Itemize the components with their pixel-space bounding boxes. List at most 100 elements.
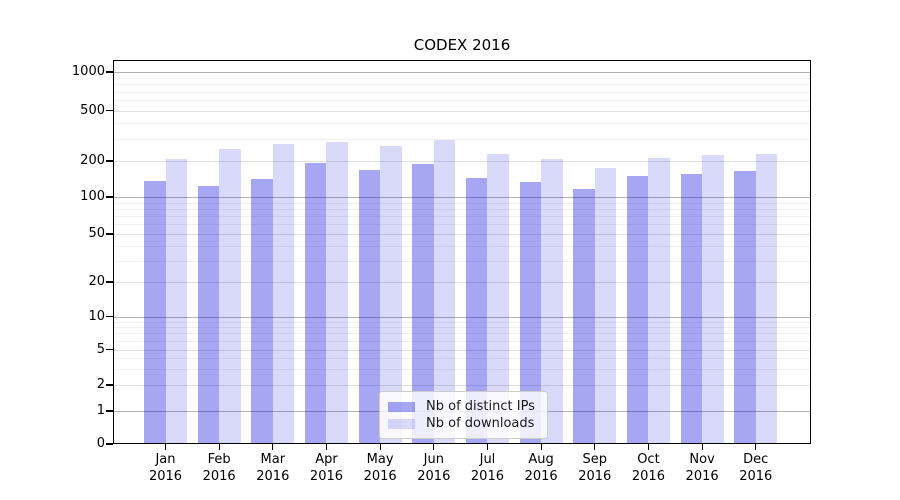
gridline-major bbox=[114, 197, 810, 198]
gridline-minor bbox=[114, 122, 810, 124]
x-axis-tick-label: Oct 2016 bbox=[631, 452, 665, 484]
bar-downloads bbox=[326, 141, 348, 444]
gridline-major bbox=[114, 72, 810, 73]
gridline-major bbox=[114, 110, 810, 112]
bar-downloads bbox=[594, 168, 617, 444]
y-axis-tick-mark bbox=[106, 160, 113, 162]
legend-label-distinct-ips: Nb of distinct IPs bbox=[426, 399, 535, 414]
chart-title: CODEX 2016 bbox=[413, 36, 511, 54]
x-axis-tick-label: Jan 2016 bbox=[148, 452, 183, 484]
y-axis-tick-label: 200 bbox=[80, 153, 105, 168]
gridline-major bbox=[114, 349, 810, 351]
x-axis-tick-mark bbox=[701, 444, 703, 450]
bar-downloads bbox=[648, 158, 670, 444]
bar-distinct-ips bbox=[251, 178, 273, 444]
bar-downloads bbox=[755, 154, 778, 444]
x-axis-tick-label: Feb 2016 bbox=[202, 452, 236, 484]
x-axis-tick-mark bbox=[540, 444, 542, 450]
x-axis-tick-mark bbox=[272, 444, 274, 450]
gridline-minor bbox=[114, 340, 810, 342]
bar-distinct-ips bbox=[144, 180, 166, 444]
y-axis-tick-mark bbox=[106, 196, 113, 198]
x-axis-tick-label: Dec 2016 bbox=[739, 452, 773, 484]
y-axis-tick-mark bbox=[106, 233, 113, 235]
gridline-minor bbox=[114, 321, 810, 323]
gridline-major bbox=[114, 234, 810, 235]
gridline-minor bbox=[114, 369, 810, 371]
bar-distinct-ips bbox=[680, 174, 703, 444]
legend: Nb of distinct IPs Nb of downloads bbox=[379, 391, 548, 439]
bar-downloads bbox=[165, 158, 187, 444]
y-axis-tick-label: 1 bbox=[96, 403, 105, 418]
bar-distinct-ips bbox=[465, 178, 488, 444]
x-axis-tick-mark bbox=[755, 444, 757, 450]
bar-distinct-ips bbox=[412, 164, 434, 444]
gridline-minor bbox=[114, 327, 810, 329]
gridline-major bbox=[114, 316, 810, 318]
y-axis-tick-label: 50 bbox=[88, 226, 105, 241]
x-axis-tick-mark bbox=[486, 444, 489, 450]
x-axis-tick-label: Mar 2016 bbox=[256, 452, 290, 484]
bar-downloads bbox=[219, 148, 241, 444]
bar-distinct-ips bbox=[573, 188, 595, 444]
y-axis-tick-mark bbox=[106, 281, 113, 283]
y-axis-tick-label: 500 bbox=[80, 102, 105, 118]
y-axis-tick-mark bbox=[106, 109, 113, 112]
bar-downloads bbox=[487, 153, 509, 444]
gridline-minor bbox=[114, 202, 810, 204]
y-axis-tick-label: 0 bbox=[96, 436, 105, 451]
x-axis-tick-label: Jul 2016 bbox=[470, 452, 504, 484]
y-axis-tick-label: 5 bbox=[96, 341, 105, 357]
x-axis-tick-label: Sep 2016 bbox=[578, 452, 612, 484]
bar-distinct-ips bbox=[519, 181, 542, 444]
legend-swatch-downloads bbox=[388, 418, 415, 429]
x-axis-tick-mark bbox=[647, 444, 650, 450]
gridline-minor bbox=[114, 91, 810, 93]
x-axis-tick-mark bbox=[164, 444, 167, 450]
y-axis-tick-mark bbox=[106, 348, 113, 351]
gridline-minor bbox=[114, 245, 810, 247]
legend-row-distinct-ips: Nb of distinct IPs bbox=[388, 399, 539, 414]
gridline-major bbox=[114, 385, 810, 386]
x-axis-tick-mark bbox=[379, 444, 381, 450]
y-axis-tick-mark bbox=[106, 71, 113, 73]
bar-downloads bbox=[541, 159, 563, 444]
x-axis-tick-label: Nov 2016 bbox=[685, 452, 719, 484]
bar-distinct-ips bbox=[304, 162, 327, 444]
gridline-minor bbox=[114, 77, 810, 79]
gridline-minor bbox=[114, 333, 810, 335]
legend-label-downloads: Nb of downloads bbox=[426, 416, 535, 431]
y-axis-tick-label: 100 bbox=[80, 189, 105, 204]
gridline-major bbox=[114, 161, 810, 162]
bar-distinct-ips bbox=[358, 169, 381, 444]
y-axis-tick-label: 1000 bbox=[71, 64, 105, 79]
x-axis-tick-label: May 2016 bbox=[363, 452, 397, 484]
gridline-minor bbox=[114, 358, 810, 360]
y-axis-tick-mark bbox=[106, 384, 113, 386]
legend-row-downloads: Nb of downloads bbox=[388, 416, 539, 431]
x-axis-tick-mark bbox=[325, 444, 328, 450]
gridline-minor bbox=[114, 208, 810, 210]
y-axis-tick-label: 20 bbox=[88, 274, 105, 289]
x-axis-tick-mark bbox=[594, 444, 596, 450]
x-axis-tick-label: Aug 2016 bbox=[524, 452, 558, 484]
gridline-minor bbox=[114, 216, 810, 218]
x-axis-tick-mark bbox=[218, 444, 220, 450]
bar-downloads bbox=[702, 154, 724, 444]
bar-distinct-ips bbox=[197, 185, 220, 444]
y-axis-tick-mark bbox=[106, 315, 113, 318]
gridline-minor bbox=[114, 84, 810, 86]
bar-downloads bbox=[380, 145, 402, 444]
y-axis-tick-label: 10 bbox=[88, 308, 105, 324]
y-axis-tick-label: 2 bbox=[96, 377, 105, 392]
legend-swatch-distinct-ips bbox=[388, 401, 415, 412]
gridline-minor bbox=[114, 224, 810, 226]
gridline-major bbox=[114, 282, 810, 283]
x-axis-tick-label: Jun 2016 bbox=[417, 452, 451, 484]
plot-area-border bbox=[113, 60, 811, 444]
y-axis-tick-mark bbox=[106, 410, 113, 412]
bar-distinct-ips bbox=[626, 176, 649, 444]
bar-downloads bbox=[433, 139, 456, 444]
gridline-minor bbox=[114, 138, 810, 140]
